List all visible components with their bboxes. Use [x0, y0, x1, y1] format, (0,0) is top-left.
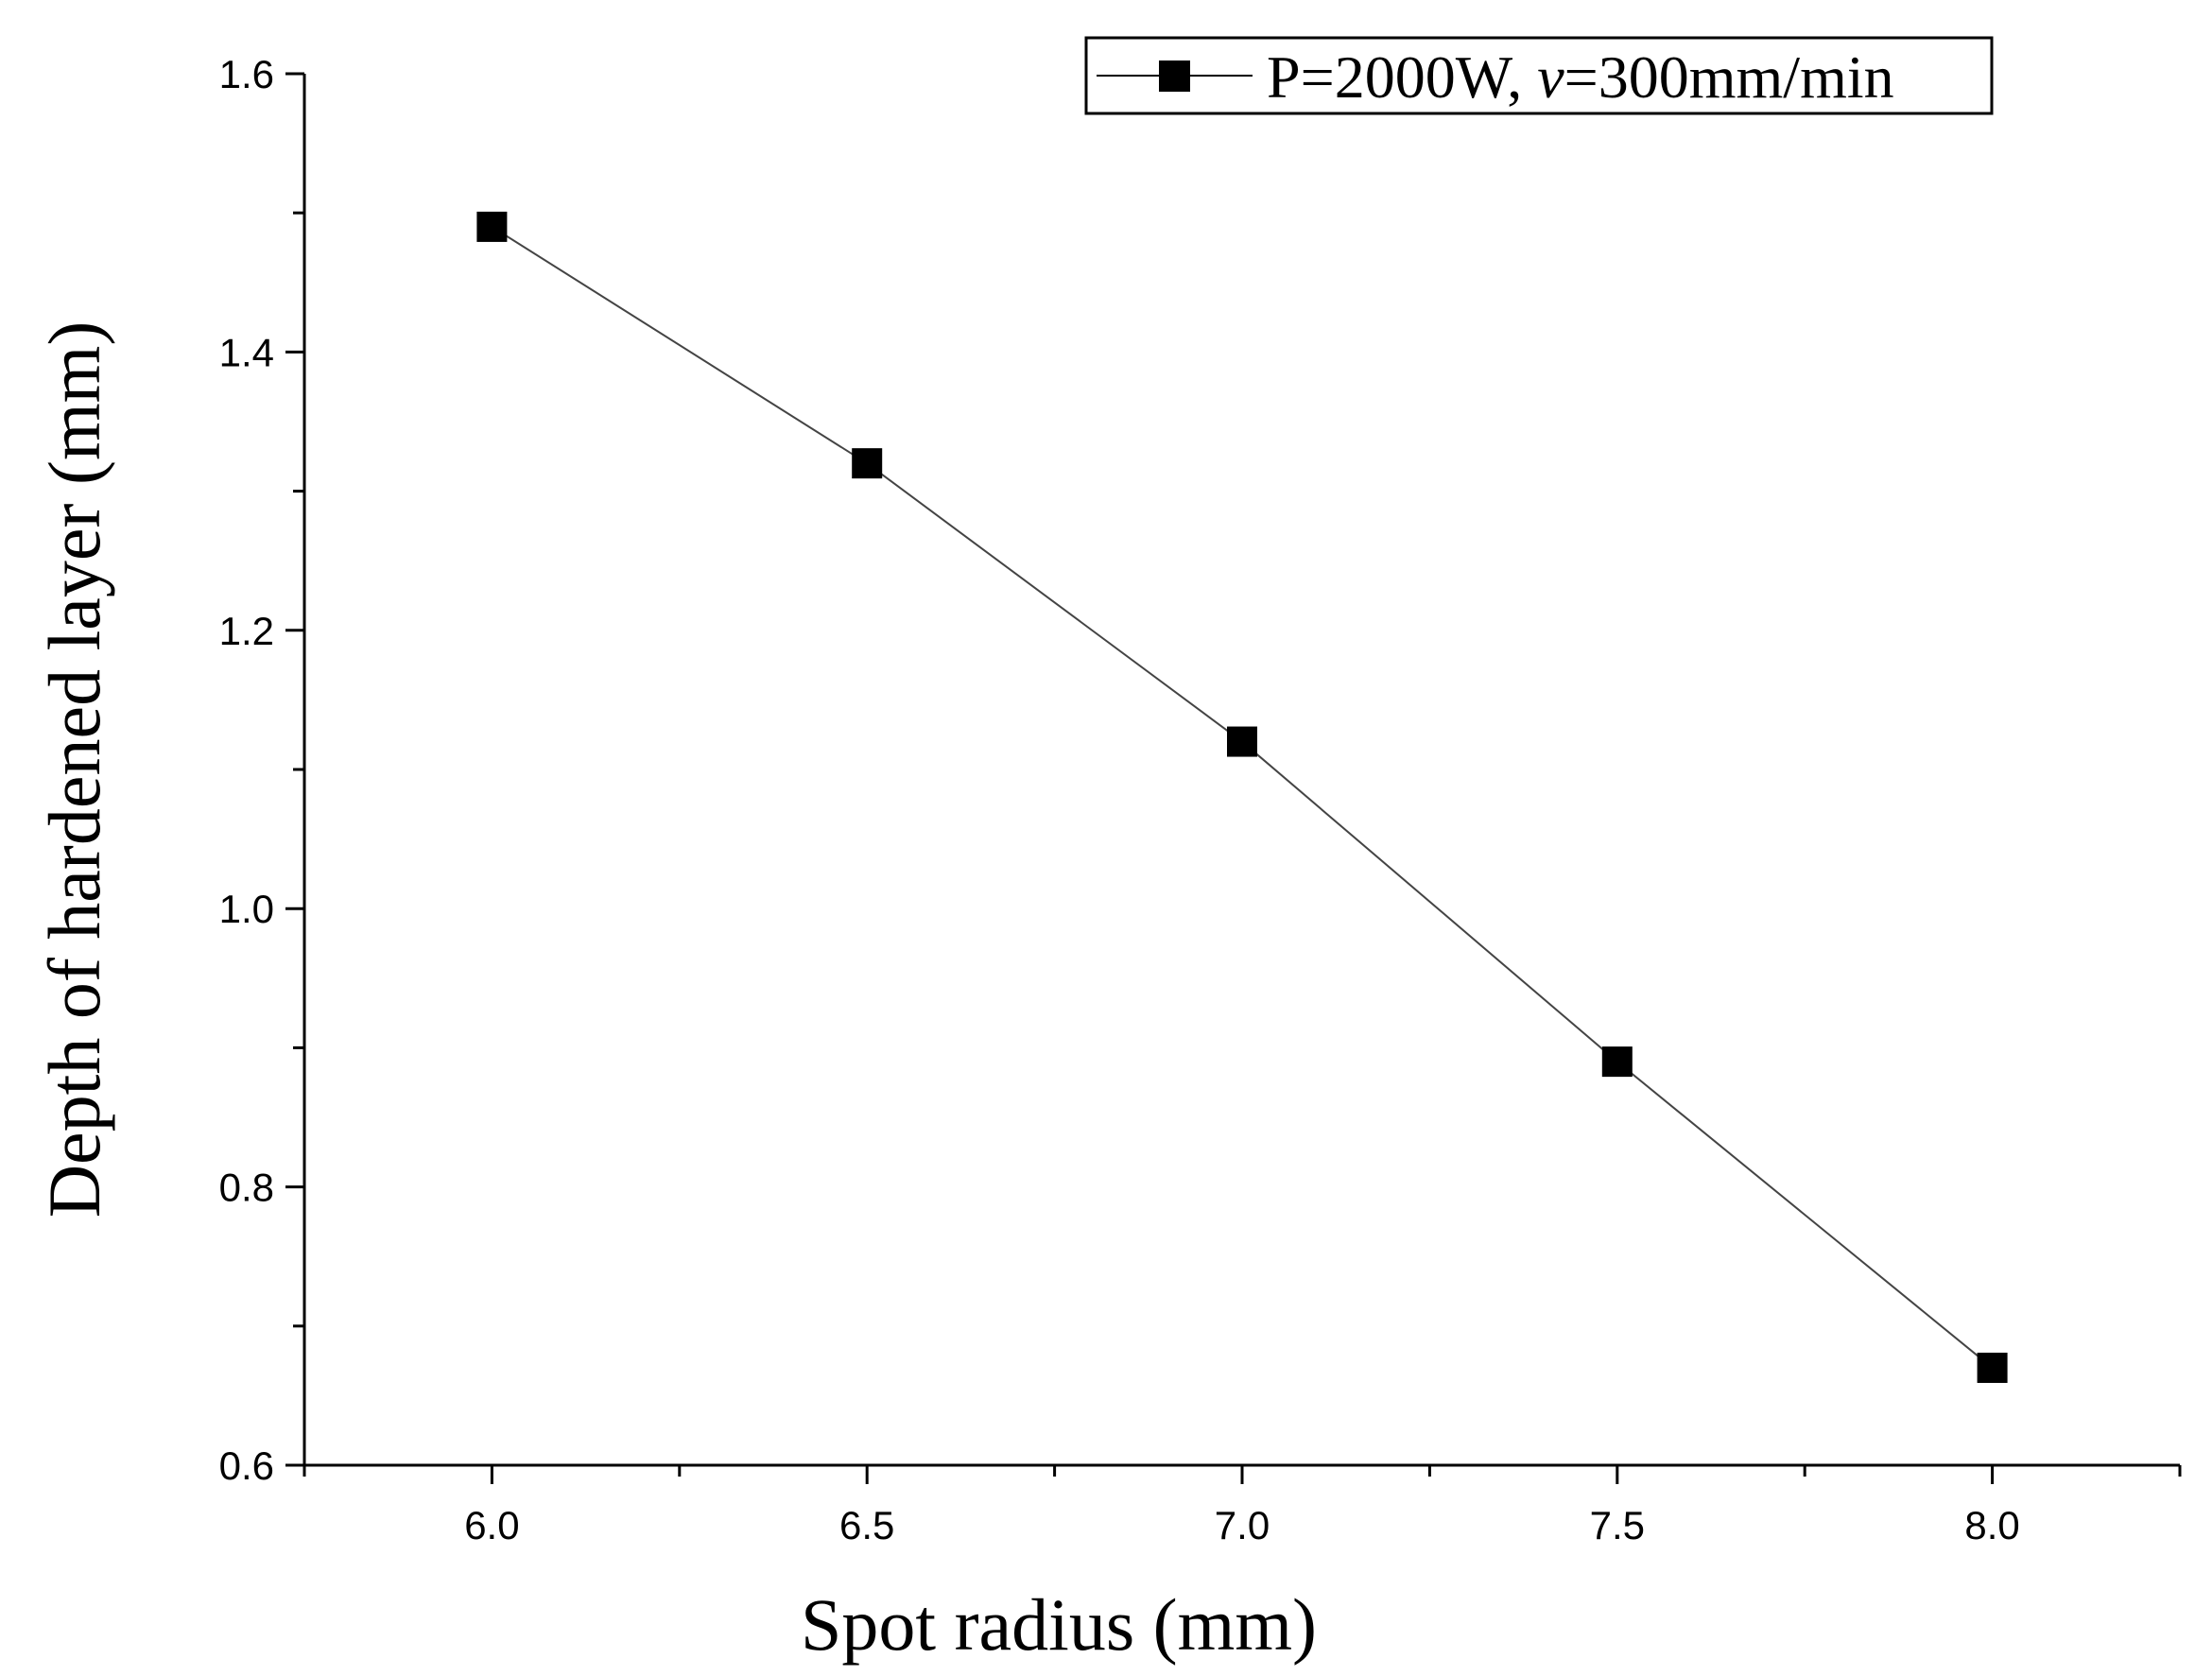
- x-tick-label: 6.5: [839, 1503, 894, 1547]
- data-point: [476, 211, 508, 242]
- legend-label-part: =300mm/min: [1564, 43, 1894, 111]
- data-point: [852, 448, 883, 479]
- y-axis-label: Depth of hardened layer (mm): [33, 321, 115, 1218]
- y-tick-label: 1.4: [219, 330, 274, 374]
- series-line: [491, 226, 1994, 1369]
- x-axis-label: Spot radius (mm): [801, 1583, 1317, 1666]
- legend-label-italic: v: [1537, 43, 1564, 111]
- x-tick-label: 6.0: [464, 1503, 519, 1547]
- legend-label-part: P=2000W,: [1267, 43, 1537, 111]
- legend-marker: [1159, 60, 1190, 92]
- data-point: [1977, 1352, 2008, 1383]
- series: [476, 211, 2008, 1383]
- y-tick-label: 1.0: [219, 887, 274, 931]
- x-tick-label: 7.0: [1215, 1503, 1270, 1547]
- axes: [302, 74, 2180, 1467]
- y-tick-label: 1.6: [219, 52, 274, 96]
- legend-label: P=2000W, v=300mm/min: [1267, 43, 1894, 111]
- y-tick-label: 1.2: [219, 609, 274, 653]
- x-tick-label: 8.0: [1964, 1503, 2019, 1547]
- ticks: 6.0 6.5 7.0 7.5 8.0 0.6 0.8 1.0 1.2 1.4 1.6: [219, 52, 2182, 1547]
- y-tick-label: 0.8: [219, 1166, 274, 1210]
- x-tick-label: 7.5: [1590, 1503, 1645, 1547]
- data-point: [1227, 726, 1257, 757]
- data-point: [1601, 1046, 1633, 1078]
- y-tick-label: 0.6: [219, 1443, 274, 1488]
- legend: P=2000W, v=300mm/min: [1084, 36, 1994, 115]
